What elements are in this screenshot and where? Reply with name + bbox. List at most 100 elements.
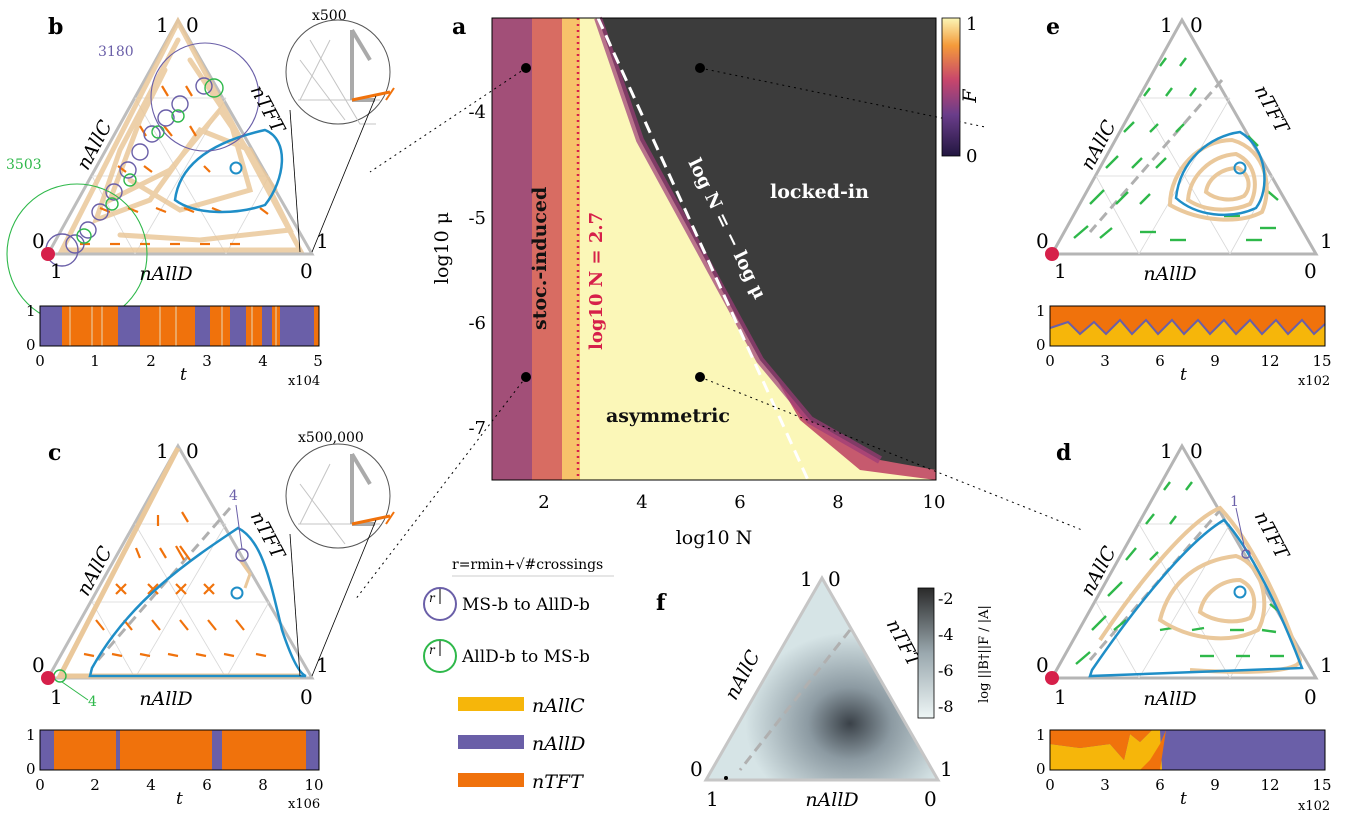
legend-r: r bbox=[429, 591, 436, 605]
x-axis-ticks: 2 4 6 8 10 bbox=[538, 492, 945, 513]
annotation-purple: 4 bbox=[229, 488, 238, 504]
legend-swatch-alld bbox=[458, 735, 524, 749]
edge-label-tft: nTFT bbox=[246, 508, 290, 564]
colorbar-bottom: 0 bbox=[966, 146, 977, 167]
ts-y-tick: 0 bbox=[1036, 760, 1046, 778]
vertex-top-0: 0 bbox=[1190, 439, 1203, 463]
dashed-line-log-n-equals-minus-log-mu bbox=[596, 17, 810, 481]
edge-label-allc: nAllC bbox=[73, 116, 117, 173]
panel-a-heatmap: a stoc.-induced log10 N = 2.7 log N = − … bbox=[354, 14, 1083, 601]
vertex-right-0: 0 bbox=[300, 259, 313, 283]
ts-x-tick: 15 bbox=[1312, 776, 1331, 794]
ts-xlabel: t bbox=[180, 365, 187, 385]
ts-y-tick: 0 bbox=[1036, 336, 1046, 354]
x-axis-label: log10 N bbox=[676, 527, 753, 549]
legend-ms-to-alld: MS-b to AllD-b bbox=[462, 595, 590, 615]
vertex-top-1: 1 bbox=[1160, 439, 1173, 463]
ts-y-tick: 1 bbox=[26, 302, 36, 320]
purple-leader bbox=[1235, 507, 1246, 551]
fixed-point bbox=[229, 161, 243, 175]
edge-label-allc: nAllC bbox=[73, 542, 117, 599]
ts-y-tick: 0 bbox=[26, 760, 36, 778]
edge-label-alld: nAllD bbox=[1143, 263, 1196, 285]
y-tick: -7 bbox=[468, 418, 486, 439]
vertex-right-1: 1 bbox=[1320, 653, 1333, 677]
cb-tick: -4 bbox=[938, 625, 954, 644]
limit-cycle bbox=[1174, 130, 1266, 217]
timeseries-e: 0 3 6 9 12 15 1 0 t x102 bbox=[1036, 302, 1332, 389]
connector-to-b bbox=[369, 67, 527, 173]
orange-arrows bbox=[83, 511, 267, 658]
x-tick: 8 bbox=[832, 492, 843, 513]
panel-e: e 1 0 0 1 1 0 bbox=[1036, 13, 1333, 389]
annotation-purple: 1 bbox=[1230, 494, 1239, 510]
colorbar-top: 1 bbox=[966, 14, 977, 35]
ts-x-tick: 1 bbox=[90, 352, 100, 370]
spiral-trajectory bbox=[1167, 137, 1269, 222]
ts-scale: x106 bbox=[288, 797, 320, 812]
separatrix bbox=[96, 507, 232, 661]
ts-x-tick: 3 bbox=[202, 352, 212, 370]
limit-cycle bbox=[1088, 518, 1304, 678]
ts-xlabel: t bbox=[1180, 789, 1187, 809]
y-tick: -6 bbox=[468, 313, 486, 334]
ts-x-tick: 4 bbox=[146, 776, 156, 794]
vertex-top-0: 0 bbox=[828, 567, 841, 591]
transition-band bbox=[562, 18, 580, 480]
big-purple-circle bbox=[150, 42, 260, 152]
vertex-left-1: 1 bbox=[50, 685, 63, 709]
vertex-left-0: 0 bbox=[690, 757, 703, 781]
line-label-dotted: log10 N = 2.7 bbox=[586, 212, 607, 350]
edge-label-alld: nAllD bbox=[139, 688, 192, 710]
min-point bbox=[724, 776, 728, 780]
cb-tick: -2 bbox=[938, 589, 954, 608]
annotation-purple: 3180 bbox=[98, 44, 134, 60]
x-tick: 6 bbox=[734, 492, 745, 513]
zoom-label: x500 bbox=[312, 8, 347, 24]
heatmap-mid-band bbox=[532, 18, 562, 480]
vertex-right-1: 1 bbox=[316, 229, 329, 253]
vertex-left-0: 0 bbox=[1036, 653, 1049, 677]
vertex-top-1: 1 bbox=[800, 567, 813, 591]
timeseries-d: 0 3 6 9 12 15 1 0 t x102 bbox=[1036, 726, 1332, 814]
legend-tft: nTFT bbox=[532, 771, 584, 793]
simplex-triangle bbox=[45, 16, 315, 256]
ts-x-tick: 3 bbox=[1100, 352, 1110, 370]
vertex-left-0: 0 bbox=[1036, 229, 1049, 253]
ts-x-tick: 4 bbox=[258, 352, 268, 370]
vertex-right-1: 1 bbox=[940, 757, 953, 781]
vertex-left-1: 1 bbox=[706, 787, 719, 811]
panel-letter-f: f bbox=[656, 590, 667, 616]
connector-to-e bbox=[699, 67, 986, 128]
vertex-right-1: 1 bbox=[316, 653, 329, 677]
ts-scale: x102 bbox=[1298, 799, 1330, 814]
simplex-grid bbox=[91, 523, 270, 679]
fixed-point bbox=[230, 586, 244, 600]
y-axis-label: log10 μ bbox=[431, 212, 453, 284]
cb-label: log ||B†||F / |A| bbox=[977, 605, 992, 703]
vertex-right-0: 0 bbox=[1304, 259, 1317, 283]
vertex-top-1: 1 bbox=[156, 13, 169, 37]
orange-arrows bbox=[80, 85, 269, 246]
limit-cycle bbox=[88, 526, 307, 678]
ts-x-tick: 5 bbox=[313, 352, 323, 370]
cb-tick: -8 bbox=[938, 697, 954, 716]
annotation-green: 4 bbox=[88, 694, 97, 710]
edge-label-alld: nAllD bbox=[139, 263, 192, 285]
red-marker bbox=[1045, 671, 1059, 685]
purple-leader bbox=[235, 504, 243, 550]
vertex-top-1: 1 bbox=[156, 439, 169, 463]
red-marker bbox=[1045, 247, 1059, 261]
ts-x-tick: 0 bbox=[1045, 352, 1055, 370]
legend-purple-circle bbox=[423, 587, 457, 621]
vertex-top-0: 0 bbox=[186, 439, 199, 463]
panel-b: b bbox=[6, 8, 395, 389]
ts-y-tick: 1 bbox=[1036, 302, 1046, 320]
zoom-inset-c: x500,000 bbox=[285, 430, 395, 677]
connector-to-c bbox=[354, 376, 527, 601]
vertex-right-0: 0 bbox=[1304, 685, 1317, 709]
connector-to-d bbox=[699, 376, 1083, 531]
ts-x-tick: 0 bbox=[1045, 776, 1055, 794]
ts-x-tick: 12 bbox=[1260, 352, 1279, 370]
